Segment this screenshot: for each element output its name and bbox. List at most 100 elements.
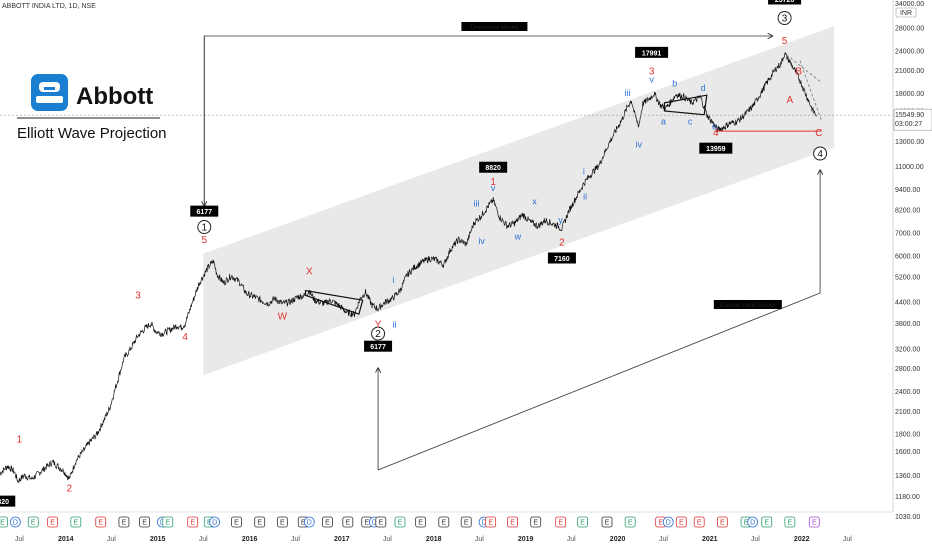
blue-wave-label-1: i <box>392 275 394 285</box>
red-wave-label-5: 5 <box>201 235 207 246</box>
event-marker-3 <box>27 516 39 528</box>
value-tag-2: 6177 <box>196 209 212 216</box>
event-marker-6 <box>95 516 107 528</box>
value-tag-8-bg <box>768 0 802 5</box>
projection-line-1 <box>799 60 822 121</box>
degree-circle-1 <box>197 220 212 235</box>
value-tag-7: 13959 <box>706 146 726 153</box>
red-wave-label-15: A <box>787 95 794 106</box>
event-label-4: E <box>50 520 55 527</box>
directional-moves-label: Directional Moves <box>471 25 519 31</box>
event-marker-7 <box>118 516 130 528</box>
y-tick-19: 1800.00 <box>895 432 920 439</box>
y-tick-23: 1030.00 <box>895 514 920 521</box>
red-wave-label-11: 3 <box>649 66 655 77</box>
event-marker-18 <box>303 516 315 528</box>
red-wave-label-7: X <box>306 266 313 277</box>
y-tick-6: 13000.00 <box>895 139 924 146</box>
logo-mark-bottom <box>36 96 63 103</box>
event-markers: EDEEEEEEDEEEDEEEEDEEEDEEEEEDEEEEEEEEDEEE… <box>0 516 820 528</box>
degree-circle-2 <box>371 326 386 341</box>
blue-wave-label-18: e <box>712 122 717 132</box>
event-label-7: E <box>122 520 127 527</box>
event-label-34: E <box>605 520 610 527</box>
projection-title: Elliott Wave Projection <box>17 125 167 142</box>
x-tick-7: Jul <box>291 536 300 543</box>
event-label-20: E <box>346 520 351 527</box>
x-tick-17: Jul <box>751 536 760 543</box>
channel-band <box>203 26 835 376</box>
event-label-29: E <box>488 520 493 527</box>
y-tick-4: 18000.00 <box>895 91 924 98</box>
event-marker-24 <box>394 516 406 528</box>
counter-trend-moves-label: Counter-trend Moves <box>720 303 776 309</box>
counter-trend-arrow-right <box>377 170 820 471</box>
degree-label-1: 1 <box>201 223 207 234</box>
event-marker-13 <box>209 516 220 528</box>
value-tag-4: 8820 <box>485 165 501 172</box>
red-wave-label-2: 2 <box>66 484 72 495</box>
blue-wave-label-12: iv <box>636 139 643 149</box>
drawings <box>0 36 893 471</box>
blue-wave-label-15: b <box>672 78 677 88</box>
event-label-2: D <box>13 520 18 527</box>
value-tag-5-bg <box>547 252 576 264</box>
event-label-10: E <box>165 520 170 527</box>
event-label-5: E <box>73 520 78 527</box>
degree-label-2: 2 <box>375 329 381 340</box>
red-wave-label-16: C <box>815 128 822 139</box>
value-tag-4-bg <box>479 161 508 173</box>
red-wave-label-14: B <box>795 66 802 77</box>
wave-labels: 1320 6177 6177 8820 7160 17991 13959 23720 1 2 3 4 1… <box>0 0 828 507</box>
event-label-8: E <box>142 520 147 527</box>
value-tag-8: 23720 <box>775 0 795 4</box>
x-tick-11: Jul <box>475 536 484 543</box>
blue-wave-label-6: w <box>514 232 522 242</box>
event-label-23: E <box>378 520 383 527</box>
event-label-24: E <box>398 520 403 527</box>
value-tag-5: 7160 <box>554 256 570 263</box>
event-label-19: E <box>325 520 330 527</box>
event-marker-20 <box>342 516 354 528</box>
event-label-45: E <box>812 520 817 527</box>
x-tick-1: Jul <box>15 536 24 543</box>
price-series <box>0 52 817 484</box>
y-tick-16: 2800.00 <box>895 366 920 373</box>
event-marker-39 <box>693 516 705 528</box>
x-tick-16: 2021 <box>702 536 718 543</box>
event-label-22: D <box>372 520 377 527</box>
event-marker-32 <box>555 516 567 528</box>
y-tick-12: 5200.00 <box>895 275 920 282</box>
x-tick-2: 2014 <box>58 536 74 543</box>
event-marker-1 <box>0 516 8 528</box>
y-tick-11: 6000.00 <box>895 254 920 261</box>
event-marker-30 <box>507 516 518 528</box>
y-tick-2: 24000.00 <box>895 49 924 56</box>
event-marker-27 <box>460 516 472 528</box>
event-marker-35 <box>624 516 636 528</box>
value-tag-6-bg <box>635 46 669 58</box>
x-tick-18: 2022 <box>794 536 810 543</box>
event-label-30: E <box>510 520 515 527</box>
y-axis-top-label: 34000.00 <box>895 1 924 8</box>
event-marker-11 <box>187 516 199 528</box>
value-tag-3-bg <box>364 340 393 352</box>
event-label-13: D <box>212 520 217 527</box>
y-tick-1: 28000.00 <box>895 26 924 33</box>
blue-wave-label-3: iii <box>474 198 480 208</box>
blue-wave-label-14: a <box>661 117 666 127</box>
price-axis: 28000.0024000.0021000.0018000.0016000.00… <box>892 0 932 550</box>
value-tag-7-bg <box>699 142 733 154</box>
event-label-38: E <box>679 520 684 527</box>
blue-wave-label-16: c <box>688 117 693 127</box>
event-label-28: D <box>482 520 487 527</box>
counter-trend-moves-bg <box>713 300 782 309</box>
event-marker-33 <box>577 516 588 528</box>
event-marker-10 <box>162 516 174 528</box>
event-label-6: E <box>98 520 103 527</box>
event-label-37: D <box>666 520 671 527</box>
abbott-wordmark: Abbott <box>76 83 153 110</box>
y-tick-21: 1360.00 <box>895 473 920 480</box>
blue-wave-label-5: v <box>491 183 496 193</box>
